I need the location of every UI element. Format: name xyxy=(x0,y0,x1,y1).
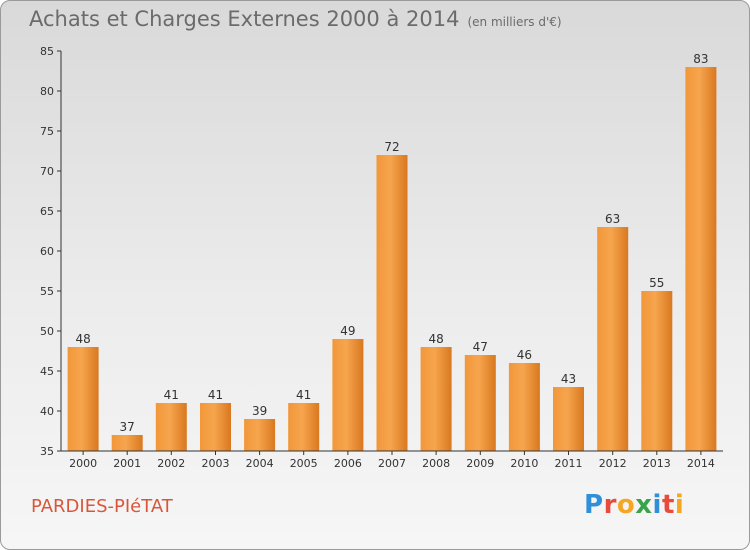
chart-title-text: Achats et Charges Externes 2000 à 2014 xyxy=(29,7,460,31)
bar-2010 xyxy=(508,363,540,451)
y-tick-label-80: 80 xyxy=(40,85,54,98)
x-tick-label-2013: 2013 xyxy=(643,457,671,470)
x-tick-label-2005: 2005 xyxy=(290,457,318,470)
value-label-2010: 46 xyxy=(517,348,532,362)
value-label-2005: 41 xyxy=(296,388,311,402)
value-label-2008: 48 xyxy=(428,332,443,346)
x-tick-label-2012: 2012 xyxy=(599,457,627,470)
value-label-2011: 43 xyxy=(561,372,576,386)
logo-letter: i xyxy=(652,490,662,520)
x-tick-label-2014: 2014 xyxy=(687,457,715,470)
bar-2000 xyxy=(67,347,99,451)
bar-2012 xyxy=(597,227,629,451)
axes-group: 2000 2001 2002 2003 2004 2005 2006 2007 2008 2009… xyxy=(40,45,723,470)
bar-2009 xyxy=(464,355,496,451)
x-tick-label-2002: 2002 xyxy=(157,457,185,470)
value-label-2013: 55 xyxy=(649,276,664,290)
y-tick-label-65: 65 xyxy=(40,205,54,218)
bar-2004 xyxy=(244,419,276,451)
value-label-2000: 48 xyxy=(75,332,90,346)
y-tick-label-60: 60 xyxy=(40,245,54,258)
y-tick-label-85: 85 xyxy=(40,45,54,58)
value-label-2014: 83 xyxy=(693,52,708,66)
value-label-2009: 47 xyxy=(473,340,488,354)
y-tick-label-45: 45 xyxy=(40,365,54,378)
value-label-2012: 63 xyxy=(605,212,620,226)
logo-letter: t xyxy=(661,490,675,520)
bar-2003 xyxy=(200,403,231,451)
proxiti-logo: Proxiti xyxy=(584,490,684,520)
x-tick-label-2000: 2000 xyxy=(69,457,97,470)
bar-2011 xyxy=(553,387,584,451)
chart-subtitle: (en milliers d'€) xyxy=(467,15,562,29)
x-tick-label-2008: 2008 xyxy=(422,457,450,470)
value-label-2002: 41 xyxy=(164,388,179,402)
value-label-2007: 72 xyxy=(384,140,399,154)
bar-2002 xyxy=(155,403,187,451)
x-tick-label-2009: 2009 xyxy=(466,457,494,470)
logo-letter: r xyxy=(603,490,617,520)
bar-2005 xyxy=(288,403,320,451)
y-tick-label-70: 70 xyxy=(40,165,54,178)
logo-letter: i xyxy=(674,490,685,520)
y-tick-label-75: 75 xyxy=(40,125,54,138)
x-tick-label-2011: 2011 xyxy=(555,457,583,470)
bar-2007 xyxy=(376,155,408,451)
bar-2014 xyxy=(685,67,717,451)
x-tick-label-2003: 2003 xyxy=(202,457,230,470)
bar-2008 xyxy=(420,347,452,451)
x-tick-label-2006: 2006 xyxy=(334,457,362,470)
bar-2013 xyxy=(641,291,673,451)
y-tick-label-50: 50 xyxy=(40,325,54,338)
x-tick-label-2004: 2004 xyxy=(246,457,274,470)
bar-2006 xyxy=(332,339,364,451)
y-tick-label-40: 40 xyxy=(40,405,54,418)
value-label-2004: 39 xyxy=(252,404,267,418)
town-name: PARDIES-PIéTAT xyxy=(31,496,173,517)
x-tick-label-2010: 2010 xyxy=(510,457,538,470)
value-label-2006: 49 xyxy=(340,324,355,338)
x-tick-label-2001: 2001 xyxy=(113,457,141,470)
logo-letter: P xyxy=(584,490,604,520)
bar-2001 xyxy=(111,435,143,451)
logo-letter: x xyxy=(635,490,653,520)
value-label-2003: 41 xyxy=(208,388,223,402)
x-tick-label-2007: 2007 xyxy=(378,457,406,470)
y-tick-label-55: 55 xyxy=(40,285,54,298)
bars-group: 48 37 41 41 39 41 49 72 48 47 46 43 63 55 83 xyxy=(67,52,717,451)
y-tick-label-35: 35 xyxy=(40,445,54,458)
logo-letter: o xyxy=(616,490,636,520)
value-label-2001: 37 xyxy=(120,420,135,434)
chart-title: Achats et Charges Externes 2000 à 2014 (e… xyxy=(29,7,562,31)
